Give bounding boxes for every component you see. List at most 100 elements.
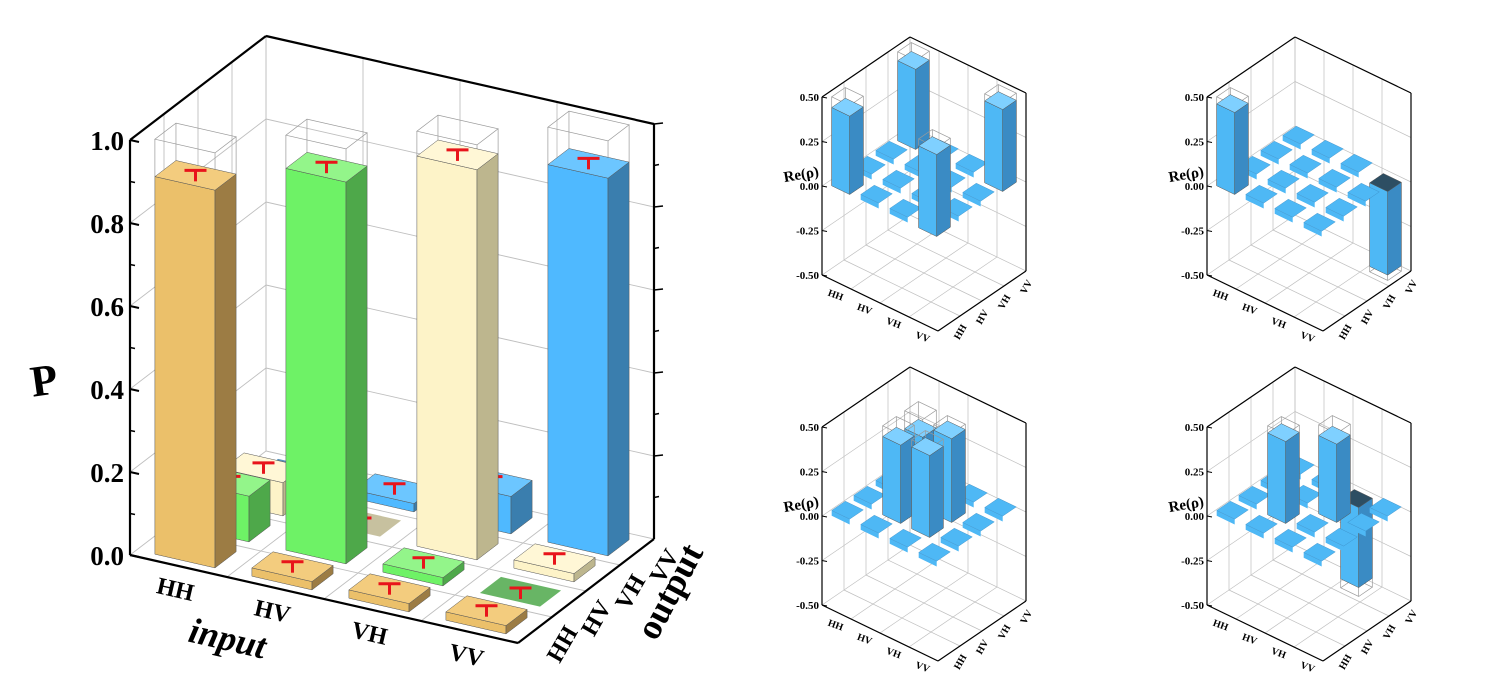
bar-HV-HV	[1267, 169, 1300, 194]
x-tick-label: HV	[855, 302, 874, 318]
bar-VH-VH	[1318, 425, 1351, 523]
bar-HV-HH	[1245, 184, 1278, 209]
z-tick-label: -0.25	[1181, 226, 1204, 238]
z-axis-title: Re(ρ)	[1167, 494, 1205, 516]
z-axis-title: P	[27, 354, 60, 406]
z-tick-label: 0.8	[90, 209, 124, 239]
bar-VV-VH	[1347, 182, 1380, 207]
z-tick-label: 0.25	[800, 137, 820, 149]
bar-VH-VH	[1318, 168, 1351, 193]
y-tick-label: VV	[1403, 608, 1420, 627]
bar-HV-HH	[860, 184, 893, 209]
bar-VH-HV	[1296, 183, 1329, 208]
bar-VH-VV	[1340, 153, 1373, 178]
x-tick-label: VV	[446, 640, 486, 673]
x-tick-label: VV	[1299, 330, 1317, 346]
rho-chart-4: 0.50 0.25 0.00 -0.25 -0.50 Re(ρ) HH HV VH VV HH HV V…	[1167, 366, 1421, 676]
bar-HH-HH	[1216, 94, 1249, 195]
bar-VV-VV	[1369, 173, 1402, 276]
x-tick-label: HV	[1240, 302, 1259, 318]
bar-HV-VH	[1289, 154, 1322, 179]
y-tick-label: VH	[1381, 293, 1398, 312]
z-tick-label: -0.25	[1181, 556, 1204, 568]
bar-VV-HH	[918, 542, 951, 567]
bar-VH-HV	[911, 437, 944, 538]
x-tick-label: HV	[855, 632, 874, 648]
bar-HH-HH	[831, 500, 864, 525]
y-tick-label: VH	[996, 293, 1013, 312]
bar-VH-HH	[1274, 198, 1307, 223]
x-tick-label: VV	[1299, 660, 1317, 676]
z-tick-label: -0.50	[1181, 270, 1204, 282]
x-tick-label: VH	[1269, 316, 1287, 332]
x-tick-label: VH	[884, 646, 902, 662]
z-tick-label: -0.25	[796, 556, 819, 568]
bar-VV-HH	[1303, 212, 1336, 237]
bar-HH-VV	[897, 51, 930, 150]
y-tick-label: HV	[1359, 637, 1376, 656]
y-tick-label: HV	[974, 307, 991, 326]
z-tick-label: 0.50	[800, 422, 820, 434]
y-tick-label: HV	[1359, 307, 1376, 326]
x-tick-label: VV	[914, 660, 932, 676]
bar-HV-HV	[285, 152, 368, 565]
bar-VV-HH	[918, 136, 951, 237]
bar-VV-HV	[1325, 527, 1358, 552]
y-tick-label: HH	[952, 653, 969, 672]
x-tick-label: HH	[826, 618, 845, 634]
bar-HH-HH	[154, 160, 237, 569]
bar-VV-VV	[984, 497, 1017, 522]
bar-HV-HV	[882, 169, 915, 194]
z-tick-label: 0.25	[800, 467, 820, 479]
bar-HH-VV	[1282, 125, 1315, 150]
bar-VV-VH	[962, 512, 995, 537]
bar-VV-VV	[984, 91, 1017, 192]
bar-VV-VV	[1369, 497, 1402, 522]
bar-VH-HH	[1274, 528, 1307, 553]
z-axis-title: Re(ρ)	[782, 164, 820, 186]
bar-HH-HV	[853, 485, 886, 510]
bar-HH-HH	[1216, 500, 1249, 525]
y-tick-label: VH	[996, 623, 1013, 642]
y-tick-label: VV	[1403, 278, 1420, 297]
z-tick-label: 0.25	[1185, 137, 1205, 149]
z-tick-label: 1.0	[90, 126, 124, 156]
z-tick-label: 0.2	[90, 458, 124, 488]
z-axis-title: Re(ρ)	[782, 494, 820, 516]
x-tick-label: VH	[349, 617, 390, 651]
z-tick-label: 0.00	[800, 511, 820, 523]
z-tick-label: 0.50	[1185, 422, 1205, 434]
y-tick-label: HH	[1337, 323, 1354, 342]
bar-VH-VV	[955, 153, 988, 178]
bar-VV-HV	[1325, 197, 1358, 222]
z-axis-title: Re(ρ)	[1167, 164, 1205, 186]
bar-VV-VH	[962, 182, 995, 207]
x-tick-label: VH	[1269, 646, 1287, 662]
y-tick-label: HH	[1337, 653, 1354, 672]
z-tick-label: 0.00	[1185, 181, 1205, 193]
bar-HH-HH	[831, 97, 864, 195]
bar-VH-HV	[1296, 513, 1329, 538]
z-tick-label: -0.50	[1181, 600, 1204, 612]
y-tick-label: VV	[1018, 278, 1035, 297]
bar-HV-HV	[882, 426, 915, 524]
x-tick-label: VV	[914, 330, 932, 346]
z-tick-label: -0.25	[796, 226, 819, 238]
bar-HV-HH	[860, 514, 893, 539]
bar-HH-VH	[875, 140, 908, 165]
bar-VH-HH	[889, 528, 922, 553]
bar-VV-VV	[547, 148, 630, 557]
z-tick-label: 0.50	[800, 92, 820, 104]
rho-chart-1: 0.50 0.25 0.00 -0.25 -0.50 Re(ρ) HH HV VH VV HH HV V…	[782, 36, 1036, 346]
bar-HH-HV	[1238, 485, 1271, 510]
rho-chart-2: 0.50 0.25 0.00 -0.25 -0.50 Re(ρ) HH HV VH VV HH HV V…	[1167, 36, 1421, 346]
y-tick-label: VV	[1018, 608, 1035, 627]
z-tick-label: 0.0	[90, 541, 124, 571]
x-tick-label: VH	[884, 316, 902, 332]
x-tick-label: HH	[1211, 288, 1230, 304]
z-tick-label: 0.25	[1185, 467, 1205, 479]
rho-chart-3: 0.50 0.25 0.00 -0.25 -0.50 Re(ρ) HH HV VH VV HH HV V…	[782, 366, 1036, 676]
y-tick-label: VH	[1381, 623, 1398, 642]
